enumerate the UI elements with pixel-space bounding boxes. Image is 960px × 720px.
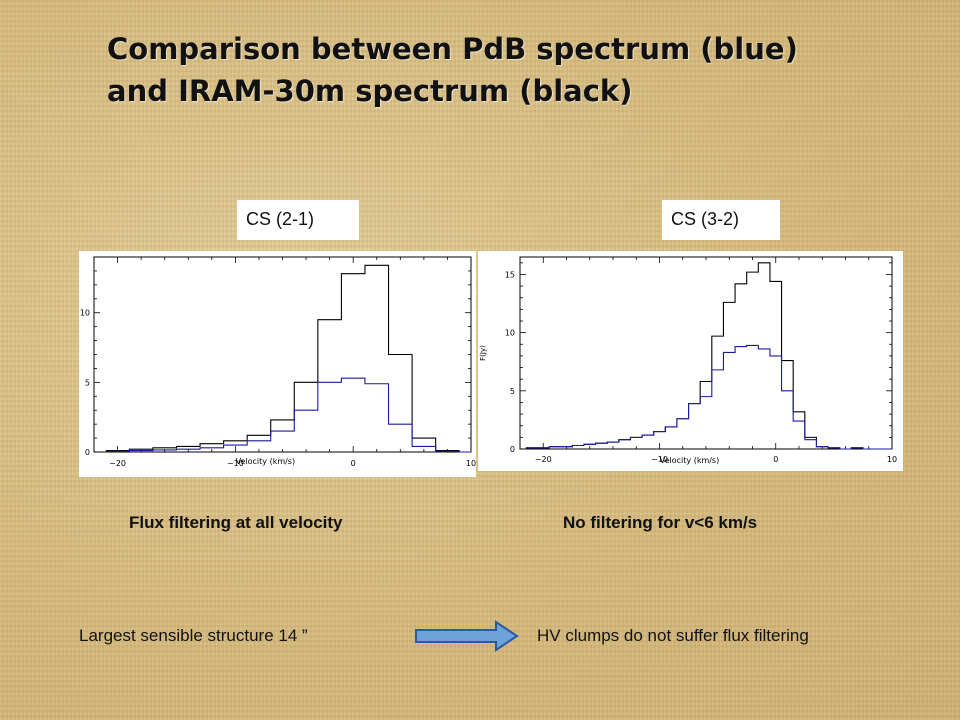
chart-cs32: −20 −10 0 10 0 5 10 15 Velocity (km/s) F(Jy): [479, 256, 897, 465]
series-line-blue: [105, 377, 471, 453]
chart-cs21: −20 −10 0 10 0 5 10 Velocity (km/s): [80, 256, 476, 468]
x-tick-label: −10: [227, 459, 244, 468]
caption-left: Flux filtering at all velocity: [129, 513, 343, 532]
x-tick-label: −10: [651, 455, 668, 464]
y-tick-label: 15: [505, 270, 515, 279]
series-line-black: [525, 262, 892, 450]
x-axis-label: Velocity (km/s): [660, 456, 719, 465]
bottom-text-left: Largest sensible structure 14 ”: [79, 626, 308, 645]
y-tick-label: 5: [85, 378, 90, 387]
chart-panel-left: −20 −10 0 10 0 5 10 Velocity (km/s): [79, 251, 476, 477]
caption-right: No filtering for v<6 km/s: [563, 513, 758, 532]
right-arrow-icon: [415, 620, 519, 652]
x-tick-label: −20: [535, 455, 552, 464]
y-axis-label: F(Jy): [479, 345, 487, 361]
x-axis-label: Velocity (km/s): [236, 457, 295, 466]
chart-panel-right: −20 −10 0 10 0 5 10 15 Velocity (km/s) F(Jy): [478, 251, 903, 471]
plot-frame: [93, 256, 472, 453]
slide-title-line2: and IRAM-30m spectrum (black): [107, 74, 633, 108]
x-tick-label: −20: [109, 459, 126, 468]
y-tick-label: 0: [510, 445, 515, 454]
slide-title: Comparison between PdB spectrum (blue) a…: [107, 28, 927, 112]
y-tick-label: 10: [505, 329, 515, 338]
series-line-black: [105, 264, 471, 453]
x-tick-label: 10: [466, 459, 476, 468]
y-tick-label: 5: [510, 387, 515, 396]
bottom-text-right: HV clumps do not suffer flux filtering: [537, 626, 809, 645]
slide-title-line1: Comparison between PdB spectrum (blue): [107, 32, 798, 66]
x-tick-label: 0: [351, 459, 356, 468]
x-tick-label: 0: [773, 455, 778, 464]
plot-frame: [519, 256, 893, 450]
label-cs21: CS (2-1): [237, 200, 359, 240]
x-tick-label: 10: [887, 455, 897, 464]
y-tick-label: 10: [80, 309, 90, 318]
series-line-blue: [525, 344, 892, 450]
y-tick-label: 0: [85, 448, 90, 457]
label-cs32: CS (3-2): [662, 200, 780, 240]
